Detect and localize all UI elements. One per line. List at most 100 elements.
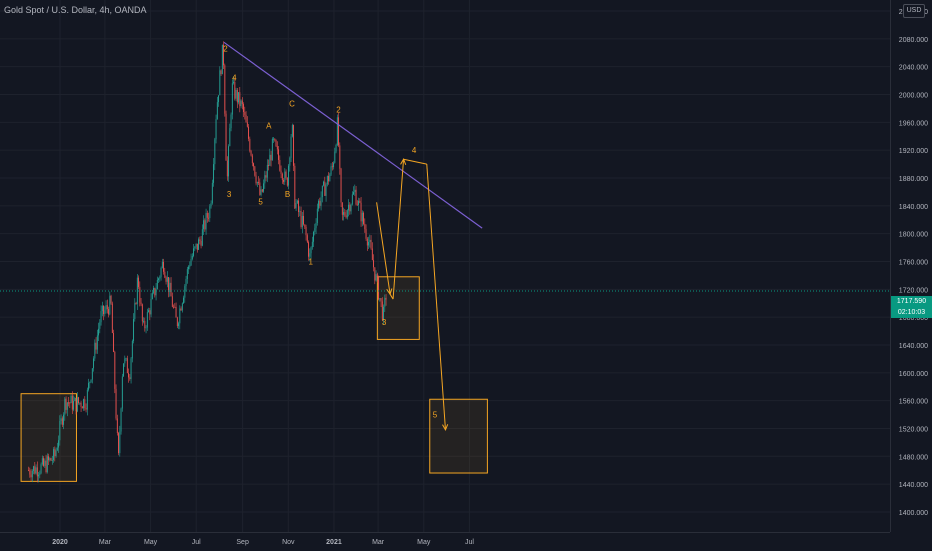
candle-body — [159, 276, 161, 279]
candle-body — [144, 321, 146, 329]
candle-body — [143, 321, 145, 322]
price-tick-label: 1880.000 — [899, 176, 928, 183]
candle-body — [123, 363, 125, 377]
candle-body — [271, 138, 273, 161]
candle-body — [155, 289, 157, 296]
candle-body — [321, 185, 323, 198]
time-tick-label: 2020 — [52, 539, 68, 546]
candle-body — [266, 164, 268, 178]
candle-body — [250, 150, 252, 156]
candle-body — [226, 160, 228, 177]
candle-body — [299, 211, 301, 213]
candle-body — [231, 83, 233, 115]
candle-body — [243, 104, 245, 112]
projection-connector[interactable] — [389, 293, 394, 300]
candle-body — [279, 159, 281, 171]
price-axis[interactable] — [890, 0, 932, 532]
candle-body — [323, 181, 325, 186]
candle-body — [34, 466, 36, 474]
candle-body — [213, 164, 215, 183]
trendline-segment[interactable] — [223, 41, 483, 229]
candle-body — [35, 467, 37, 474]
candle-body — [276, 146, 278, 150]
highlight-box[interactable] — [20, 393, 77, 482]
candle-body — [350, 204, 352, 212]
highlight-box[interactable] — [376, 276, 420, 340]
candle-body — [90, 379, 92, 382]
candle-body — [376, 274, 378, 277]
candle-body — [283, 180, 285, 182]
candle-body — [230, 114, 232, 129]
candle-body — [240, 100, 242, 107]
candle-body — [254, 166, 256, 176]
candle-body — [171, 296, 173, 307]
highlight-box[interactable] — [429, 398, 488, 474]
candle-body — [70, 395, 72, 403]
candle-body — [244, 111, 246, 115]
candle-body — [384, 297, 386, 307]
candle-body — [291, 125, 293, 137]
candle-body — [119, 431, 121, 454]
candle-body — [238, 92, 240, 103]
candle-body — [115, 388, 117, 419]
candle-body — [260, 189, 262, 195]
candle-body — [328, 176, 330, 182]
candle-body — [256, 182, 258, 184]
candle-body — [96, 335, 98, 350]
candle-body — [180, 308, 182, 311]
candle-body — [219, 70, 221, 96]
symbol-title[interactable]: Gold Spot / U.S. Dollar, 4h, OANDA — [4, 5, 147, 15]
candle-body — [89, 381, 91, 383]
candle-body — [105, 305, 107, 311]
candle-body — [216, 102, 218, 120]
candle-body — [129, 377, 131, 379]
candle-body — [199, 239, 201, 241]
candle-body — [64, 398, 66, 415]
candle-body — [81, 407, 83, 409]
time-axis[interactable] — [0, 532, 890, 551]
candle-body — [341, 202, 343, 215]
projection-connector[interactable] — [403, 158, 427, 165]
candle-body — [335, 144, 337, 152]
candle-body — [75, 397, 77, 412]
projection-arrow[interactable] — [376, 202, 391, 295]
projection-arrow[interactable] — [392, 159, 405, 300]
candle-body — [221, 44, 223, 75]
candle-body — [378, 276, 380, 300]
candle-body — [101, 305, 103, 312]
candle-body — [375, 274, 377, 281]
time-tick-label: Mar — [372, 539, 385, 546]
candle-body — [46, 456, 48, 473]
candle-body — [373, 260, 375, 268]
candle-body — [371, 248, 373, 261]
projection-arrow[interactable] — [426, 164, 446, 430]
candle-body — [121, 376, 123, 409]
candle-body — [28, 470, 30, 472]
candle-body — [66, 402, 68, 410]
candle-body — [368, 241, 370, 246]
candle-body — [349, 204, 351, 212]
candle-body — [309, 253, 311, 257]
candle-body — [363, 212, 365, 224]
candle-body — [54, 449, 56, 457]
candle-body — [58, 440, 60, 448]
candle-body — [45, 460, 47, 473]
candle-body — [334, 151, 336, 163]
candle-body — [365, 229, 367, 239]
candle-body — [184, 286, 186, 298]
highlight-boxes[interactable] — [20, 276, 488, 482]
candle-body — [303, 215, 305, 225]
candle-body — [60, 418, 62, 422]
projection-path[interactable] — [376, 158, 449, 432]
trendline[interactable] — [223, 41, 483, 229]
currency-badge[interactable]: USD — [903, 4, 925, 18]
wave-label: 4 — [232, 74, 237, 83]
candle-body — [255, 175, 257, 184]
price-tick-label: 1960.000 — [899, 120, 928, 127]
candle-body — [203, 220, 205, 230]
candle-body — [319, 200, 321, 206]
candle-body — [354, 189, 356, 193]
candle-body — [340, 168, 342, 203]
